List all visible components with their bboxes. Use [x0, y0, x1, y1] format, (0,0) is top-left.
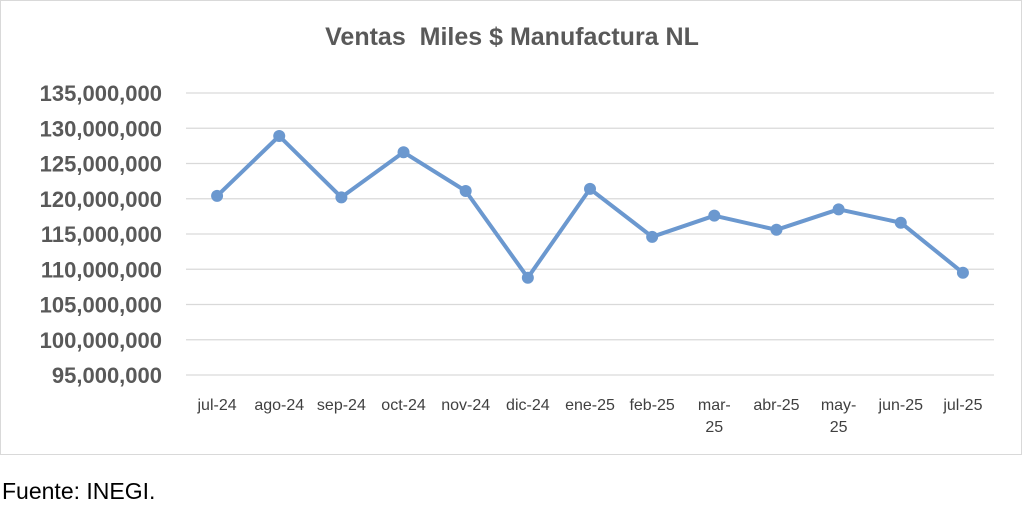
y-tick-label: 130,000,000 [40, 116, 162, 141]
chart-area: Ventas Miles $ Manufactura NL 95,000,000… [0, 0, 1022, 455]
x-tick-label: jun-25 [878, 397, 924, 414]
data-point [584, 182, 596, 195]
data-point [956, 266, 969, 279]
x-tick-label: jul-24 [197, 397, 237, 414]
y-tick-label: 120,000,000 [40, 187, 162, 212]
data-point [832, 203, 845, 216]
y-tick-label: 125,000,000 [40, 152, 162, 177]
data-point [397, 146, 410, 159]
data-point [459, 184, 472, 197]
chart-title: Ventas Miles $ Manufactura NL [325, 23, 699, 51]
y-tick-label: 100,000,000 [40, 328, 162, 353]
x-tick-label: jul-25 [942, 397, 982, 414]
x-tick-label: oct-24 [381, 397, 426, 414]
x-tick-label: ene-25 [565, 397, 615, 414]
x-tick-label: sep-24 [317, 397, 366, 414]
line-chart: 95,000,000 100,000,000 105,000,000 110,000,… [40, 81, 994, 436]
data-point [273, 130, 286, 143]
y-tick-label: 105,000,000 [40, 293, 162, 318]
x-tick-label: may-25 [821, 397, 857, 436]
data-point [708, 209, 721, 222]
data-point [646, 230, 659, 243]
x-tick-label: nov-24 [441, 397, 490, 414]
data-point [894, 216, 907, 229]
x-tick-label: mar-25 [698, 397, 731, 436]
x-tick-label: ago-24 [254, 397, 304, 414]
series-line [215, 134, 965, 280]
y-tick-label: 115,000,000 [41, 222, 162, 247]
x-tick-label: dic-24 [506, 397, 550, 414]
data-point [335, 191, 348, 204]
x-tick-label: abr-25 [753, 397, 799, 414]
source-note: Fuente: INEGI. [2, 478, 156, 504]
y-tick-label: 135,000,000 [40, 81, 162, 106]
y-tick-label: 95,000,000 [52, 363, 162, 388]
y-tick-label: 110,000,000 [41, 257, 162, 282]
data-point [770, 223, 783, 236]
x-tick-label: feb-25 [629, 397, 674, 414]
data-point [521, 271, 534, 284]
data-point [211, 189, 224, 202]
